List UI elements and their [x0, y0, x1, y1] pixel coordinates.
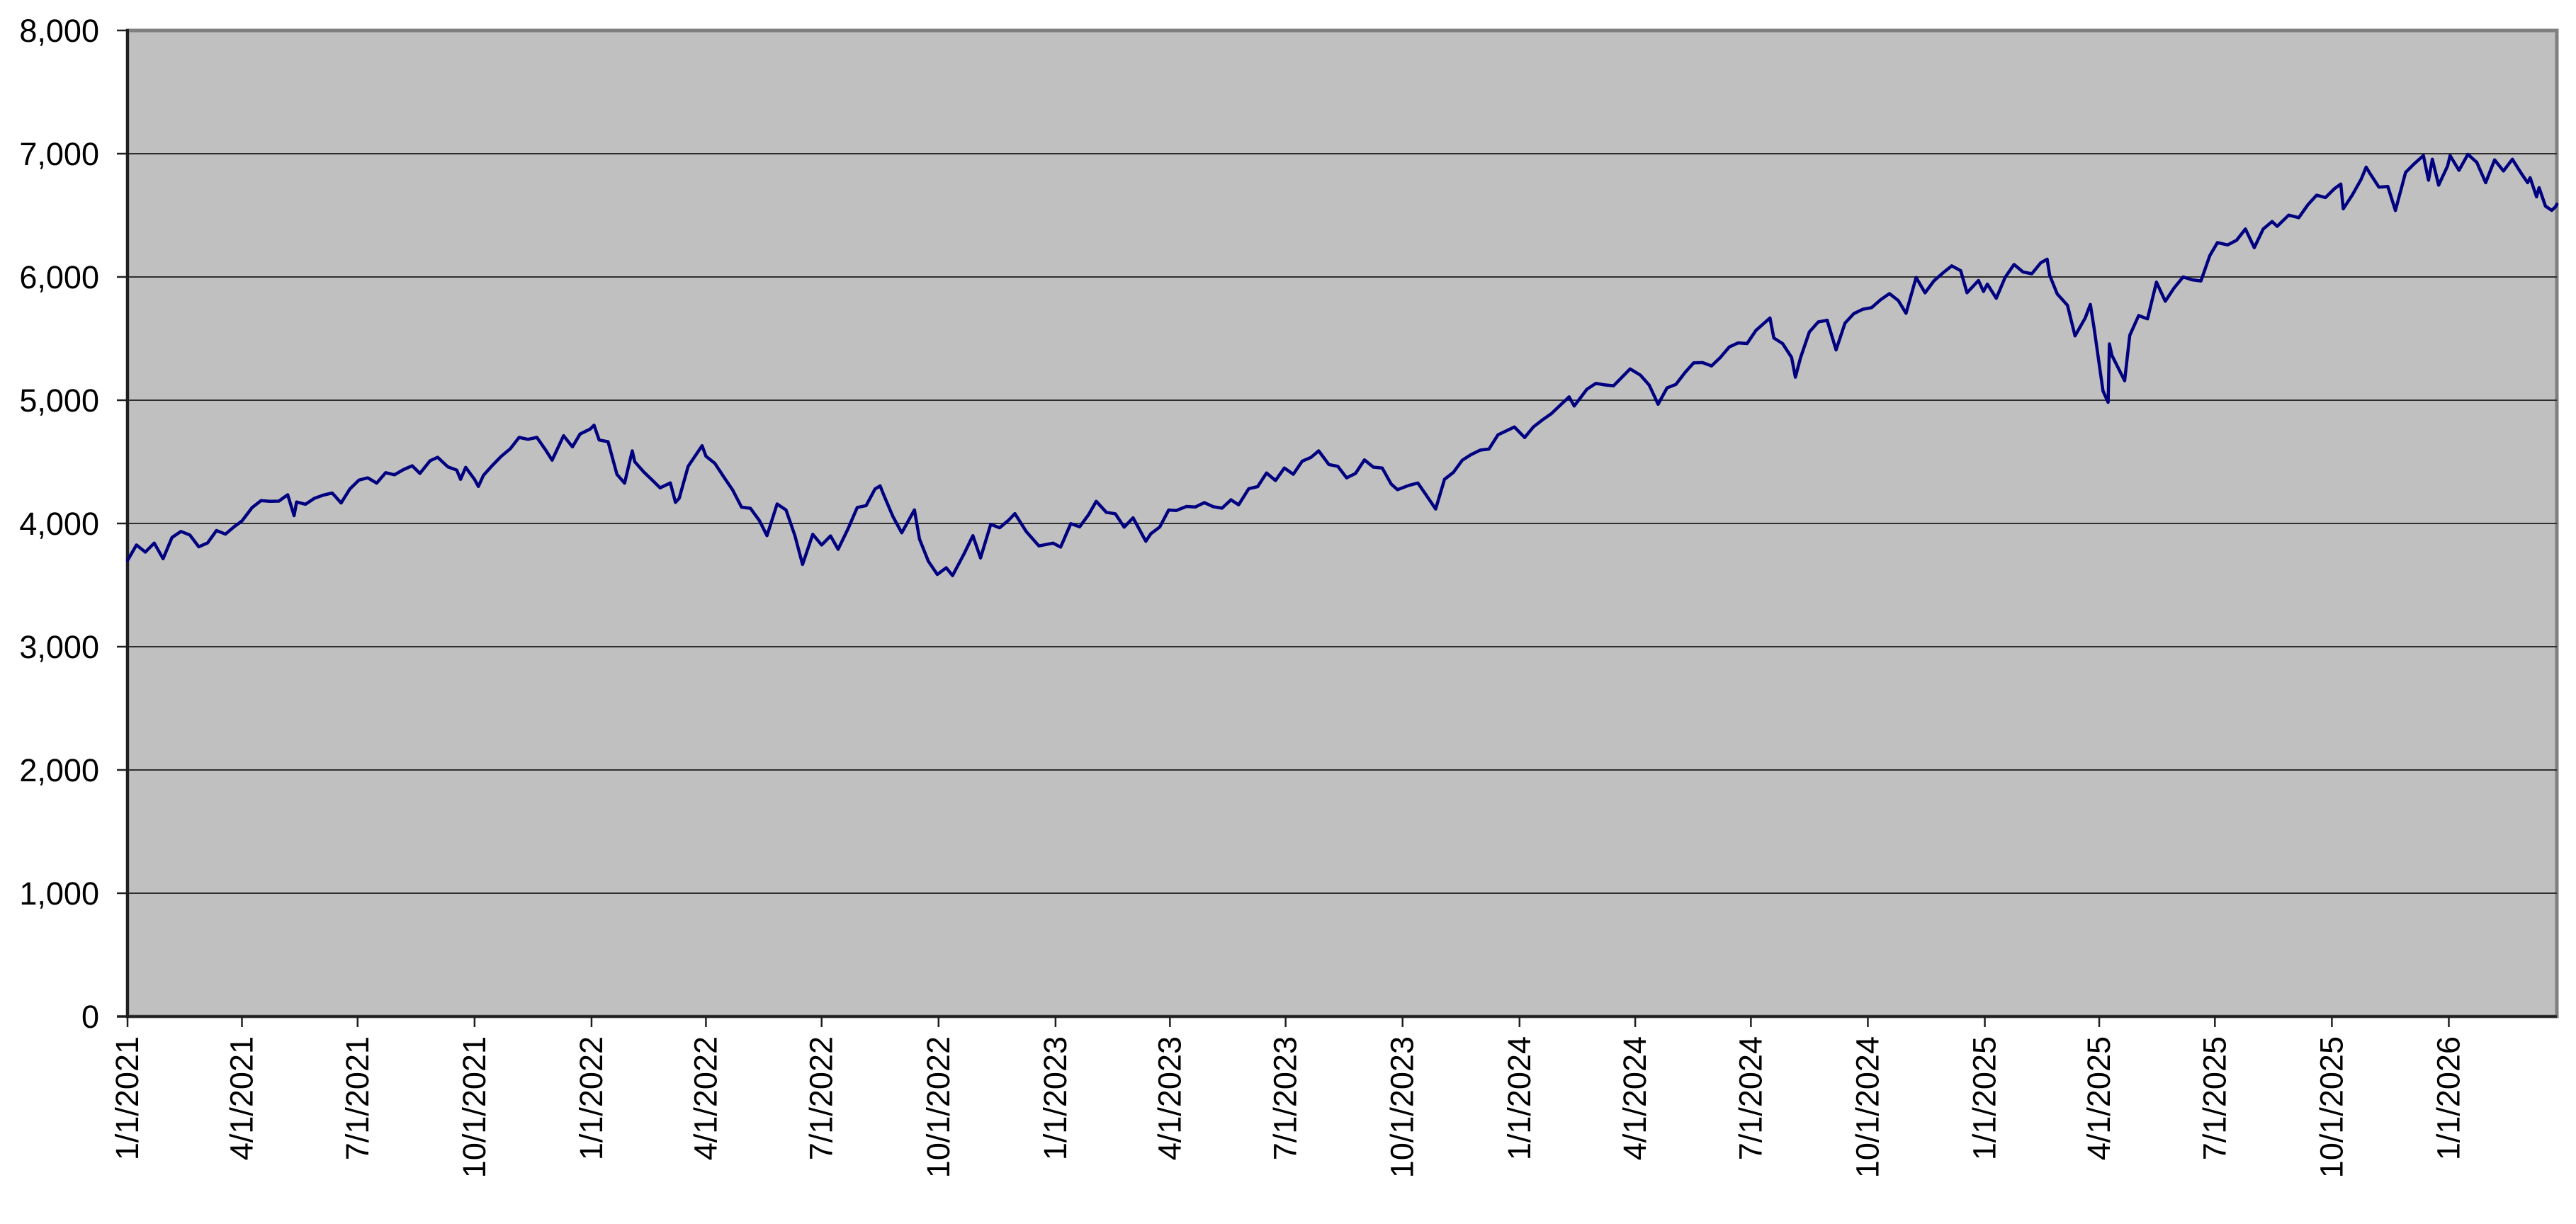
y-axis-label: 0 — [81, 999, 99, 1035]
y-axis-label: 5,000 — [19, 382, 99, 419]
x-axis-label: 7/1/2024 — [1732, 1036, 1768, 1160]
x-axis-label: 10/1/2022 — [920, 1036, 956, 1178]
y-axis-label: 8,000 — [19, 13, 99, 49]
y-axis-label: 2,000 — [19, 752, 99, 788]
x-axis-label: 7/1/2022 — [803, 1036, 840, 1160]
y-axis-label: 6,000 — [19, 259, 99, 295]
y-axis-label: 4,000 — [19, 506, 99, 542]
x-axis-label: 1/1/2024 — [1501, 1036, 1537, 1160]
x-axis-label: 1/1/2023 — [1037, 1036, 1073, 1160]
x-axis-label: 10/1/2024 — [1849, 1036, 1885, 1178]
x-axis-label: 4/1/2021 — [223, 1036, 259, 1160]
x-axis-label: 1/1/2021 — [109, 1036, 145, 1160]
price-line — [125, 152, 2559, 577]
x-axis-label: 7/1/2025 — [2196, 1036, 2232, 1160]
y-axis-label: 1,000 — [19, 876, 99, 912]
y-axis-label: 7,000 — [19, 136, 99, 172]
x-axis-label: 1/1/2022 — [573, 1036, 609, 1160]
x-axis-label: 1/1/2025 — [1967, 1036, 2003, 1160]
x-axis-label: 1/1/2026 — [2430, 1036, 2466, 1160]
x-axis-label: 7/1/2023 — [1267, 1036, 1304, 1160]
x-axis-label: 7/1/2021 — [339, 1036, 375, 1160]
x-axis-label: 10/1/2023 — [1384, 1036, 1420, 1178]
y-axis-label: 3,000 — [19, 629, 99, 665]
x-axis-label: 10/1/2025 — [2313, 1036, 2349, 1178]
x-axis-label: 4/1/2023 — [1151, 1036, 1187, 1160]
x-axis-label: 4/1/2022 — [687, 1036, 723, 1160]
x-axis-label: 10/1/2021 — [456, 1036, 492, 1178]
x-axis-label: 4/1/2025 — [2081, 1036, 2117, 1160]
x-axis-label: 4/1/2024 — [1617, 1036, 1653, 1160]
